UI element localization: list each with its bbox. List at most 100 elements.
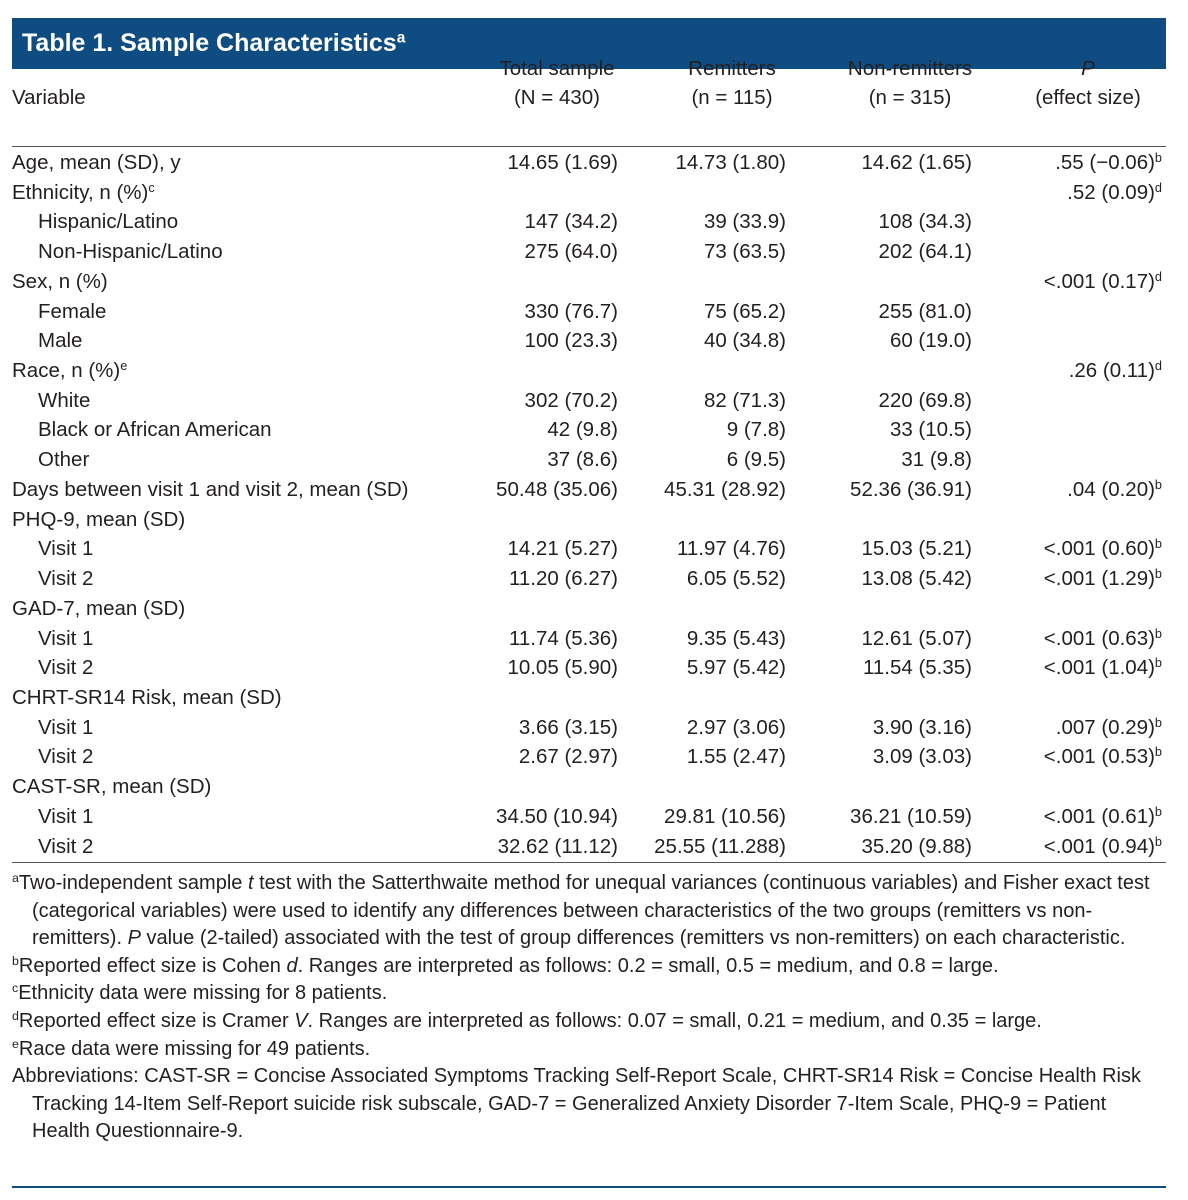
cell: 3.66 (3.15) [518, 715, 618, 739]
column-header: Total sample [499, 57, 615, 80]
label-text: CHRT-SR14 Risk, mean (SD) [12, 685, 282, 709]
cell: 9 (7.8) [726, 418, 786, 442]
footnote: cEthnicity data were missing for 8 patie… [12, 980, 1166, 1008]
label-text: Visit 2 [38, 656, 94, 680]
row-label: Sex, n (%) [12, 267, 108, 297]
cell: 330 (76.7) [524, 299, 618, 323]
footnote-mark: d [12, 1009, 19, 1024]
label-text: Visit 1 [38, 626, 94, 650]
cell: 5.97 (5.42) [686, 656, 786, 680]
cell: 275 (64.0) [524, 240, 618, 264]
p-value: <.001 (0.53) [1043, 745, 1155, 769]
footnote-text: P [127, 927, 141, 950]
cell: 108 (34.3) [878, 210, 972, 234]
row-label: CAST-SR, mean (SD) [12, 772, 211, 802]
footnote: dReported effect size is Cramer V. Range… [12, 1008, 1166, 1036]
cell: 31 (9.8) [901, 448, 972, 472]
cell: 147 (34.2) [524, 210, 618, 234]
p-sup: d [1154, 358, 1162, 374]
label-text: Ethnicity, n (%) [12, 180, 149, 204]
cell: 220 (69.8) [878, 388, 972, 412]
label-text: Non-Hispanic/Latino [38, 240, 223, 264]
row-label: Visit 2 [38, 832, 93, 862]
row-label: White [38, 386, 90, 416]
footnote-mark: b [12, 953, 19, 968]
column-header: Remitters [688, 57, 776, 80]
row-label: Visit 1 [38, 713, 93, 743]
cell: 39 (33.9) [703, 210, 786, 234]
label-text: CAST-SR, mean (SD) [12, 775, 212, 799]
label-text: White [38, 388, 91, 412]
p-sup: b [1154, 150, 1162, 166]
cell: 50.48 (35.06) [496, 477, 618, 501]
cell: 40 (34.8) [703, 329, 786, 353]
label-text: PHQ-9, mean (SD) [12, 507, 186, 531]
p-value: .52 (0.09) [1067, 180, 1155, 204]
cell: 9.35 (5.43) [686, 626, 786, 650]
p-sup: b [1154, 803, 1162, 819]
cell: 6.05 (5.52) [686, 567, 786, 591]
footnote: Abbreviations: CAST-SR = Concise Associa… [12, 1063, 1166, 1146]
p-value: <.001 (1.29) [1043, 567, 1155, 591]
label-sup: c [148, 179, 155, 195]
p-sup: b [1154, 476, 1162, 492]
p-value: <.001 (0.94) [1043, 834, 1155, 858]
p-sup: d [1154, 179, 1162, 195]
p-value: <.001 (0.17) [1043, 269, 1155, 293]
row-label: Visit 2 [38, 742, 93, 772]
column-header: (n = 115) [691, 86, 773, 109]
footnote-text: . Ranges are interpreted as follows: 0.0… [307, 1009, 1042, 1032]
footnote-text: Ethnicity data were missing for 8 patien… [18, 982, 388, 1005]
column-header: Variable [12, 86, 86, 109]
cell: 34.50 (10.94) [496, 804, 618, 828]
label-text: Visit 1 [38, 804, 94, 828]
footnote-text: test with the Satterthwaite method for u… [32, 872, 1150, 950]
footnote: eRace data were missing for 49 patients. [12, 1036, 1166, 1064]
footnote-text: Race data were missing for 49 patients. [18, 1037, 371, 1060]
cell: 14.21 (5.27) [507, 537, 618, 561]
p-sup: b [1154, 536, 1162, 552]
footnote-mark: c [12, 981, 19, 996]
label-text: Visit 1 [38, 715, 94, 739]
p-sup: d [1154, 268, 1162, 284]
label-sup: e [120, 358, 128, 374]
cell: 12.61 (5.07) [861, 626, 972, 650]
cell: 60 (19.0) [889, 329, 972, 353]
p-cell: .55 (−0.06)b [1055, 148, 1162, 178]
label-text: Visit 2 [38, 834, 94, 858]
row-label: Hispanic/Latino [38, 207, 178, 237]
footnote-text: V [294, 1009, 308, 1032]
p-sup: b [1154, 744, 1162, 760]
column-header: P [1081, 57, 1095, 80]
cell: 13.08 (5.42) [861, 567, 972, 591]
p-value: .55 (−0.06) [1055, 151, 1155, 174]
p-value: .26 (0.11) [1068, 359, 1155, 383]
footnote-text: d [286, 954, 298, 977]
p-value: <.001 (0.63) [1043, 626, 1155, 650]
cell: 2.97 (3.06) [686, 715, 786, 739]
cell: 11.97 (4.76) [676, 537, 786, 561]
column-header: (N = 430) [513, 86, 601, 109]
cell: 302 (70.2) [524, 388, 618, 412]
row-label: Days between visit 1 and visit 2, mean (… [12, 475, 409, 505]
column-header: Non-remitters [847, 57, 973, 80]
label-text: Black or African American [38, 418, 272, 442]
footnote-mark: e [12, 1036, 19, 1051]
footnote-text: Two-independent sample [18, 872, 248, 894]
label-text: Other [38, 448, 90, 472]
p-cell: <.001 (0.53)b [1044, 742, 1162, 772]
footnote-text: Reported effect size is Cramer [18, 1009, 295, 1032]
bottom-rule [12, 1186, 1166, 1188]
footnote-mark: a [12, 871, 19, 886]
p-cell: .52 (0.09)d [1067, 178, 1162, 208]
cell: 11.74 (5.36) [508, 626, 618, 650]
label-text: GAD-7, mean (SD) [12, 596, 186, 620]
p-sup: b [1154, 566, 1162, 582]
row-label: GAD-7, mean (SD) [12, 594, 185, 624]
p-sup: b [1154, 833, 1162, 849]
p-cell: <.001 (0.63)b [1044, 624, 1162, 654]
cell: 255 (81.0) [878, 299, 972, 323]
cell: 45.31 (28.92) [664, 477, 786, 501]
p-sup: b [1154, 714, 1162, 730]
footnote-text: . Ranges are interpreted as follows: 0.2… [297, 954, 999, 977]
